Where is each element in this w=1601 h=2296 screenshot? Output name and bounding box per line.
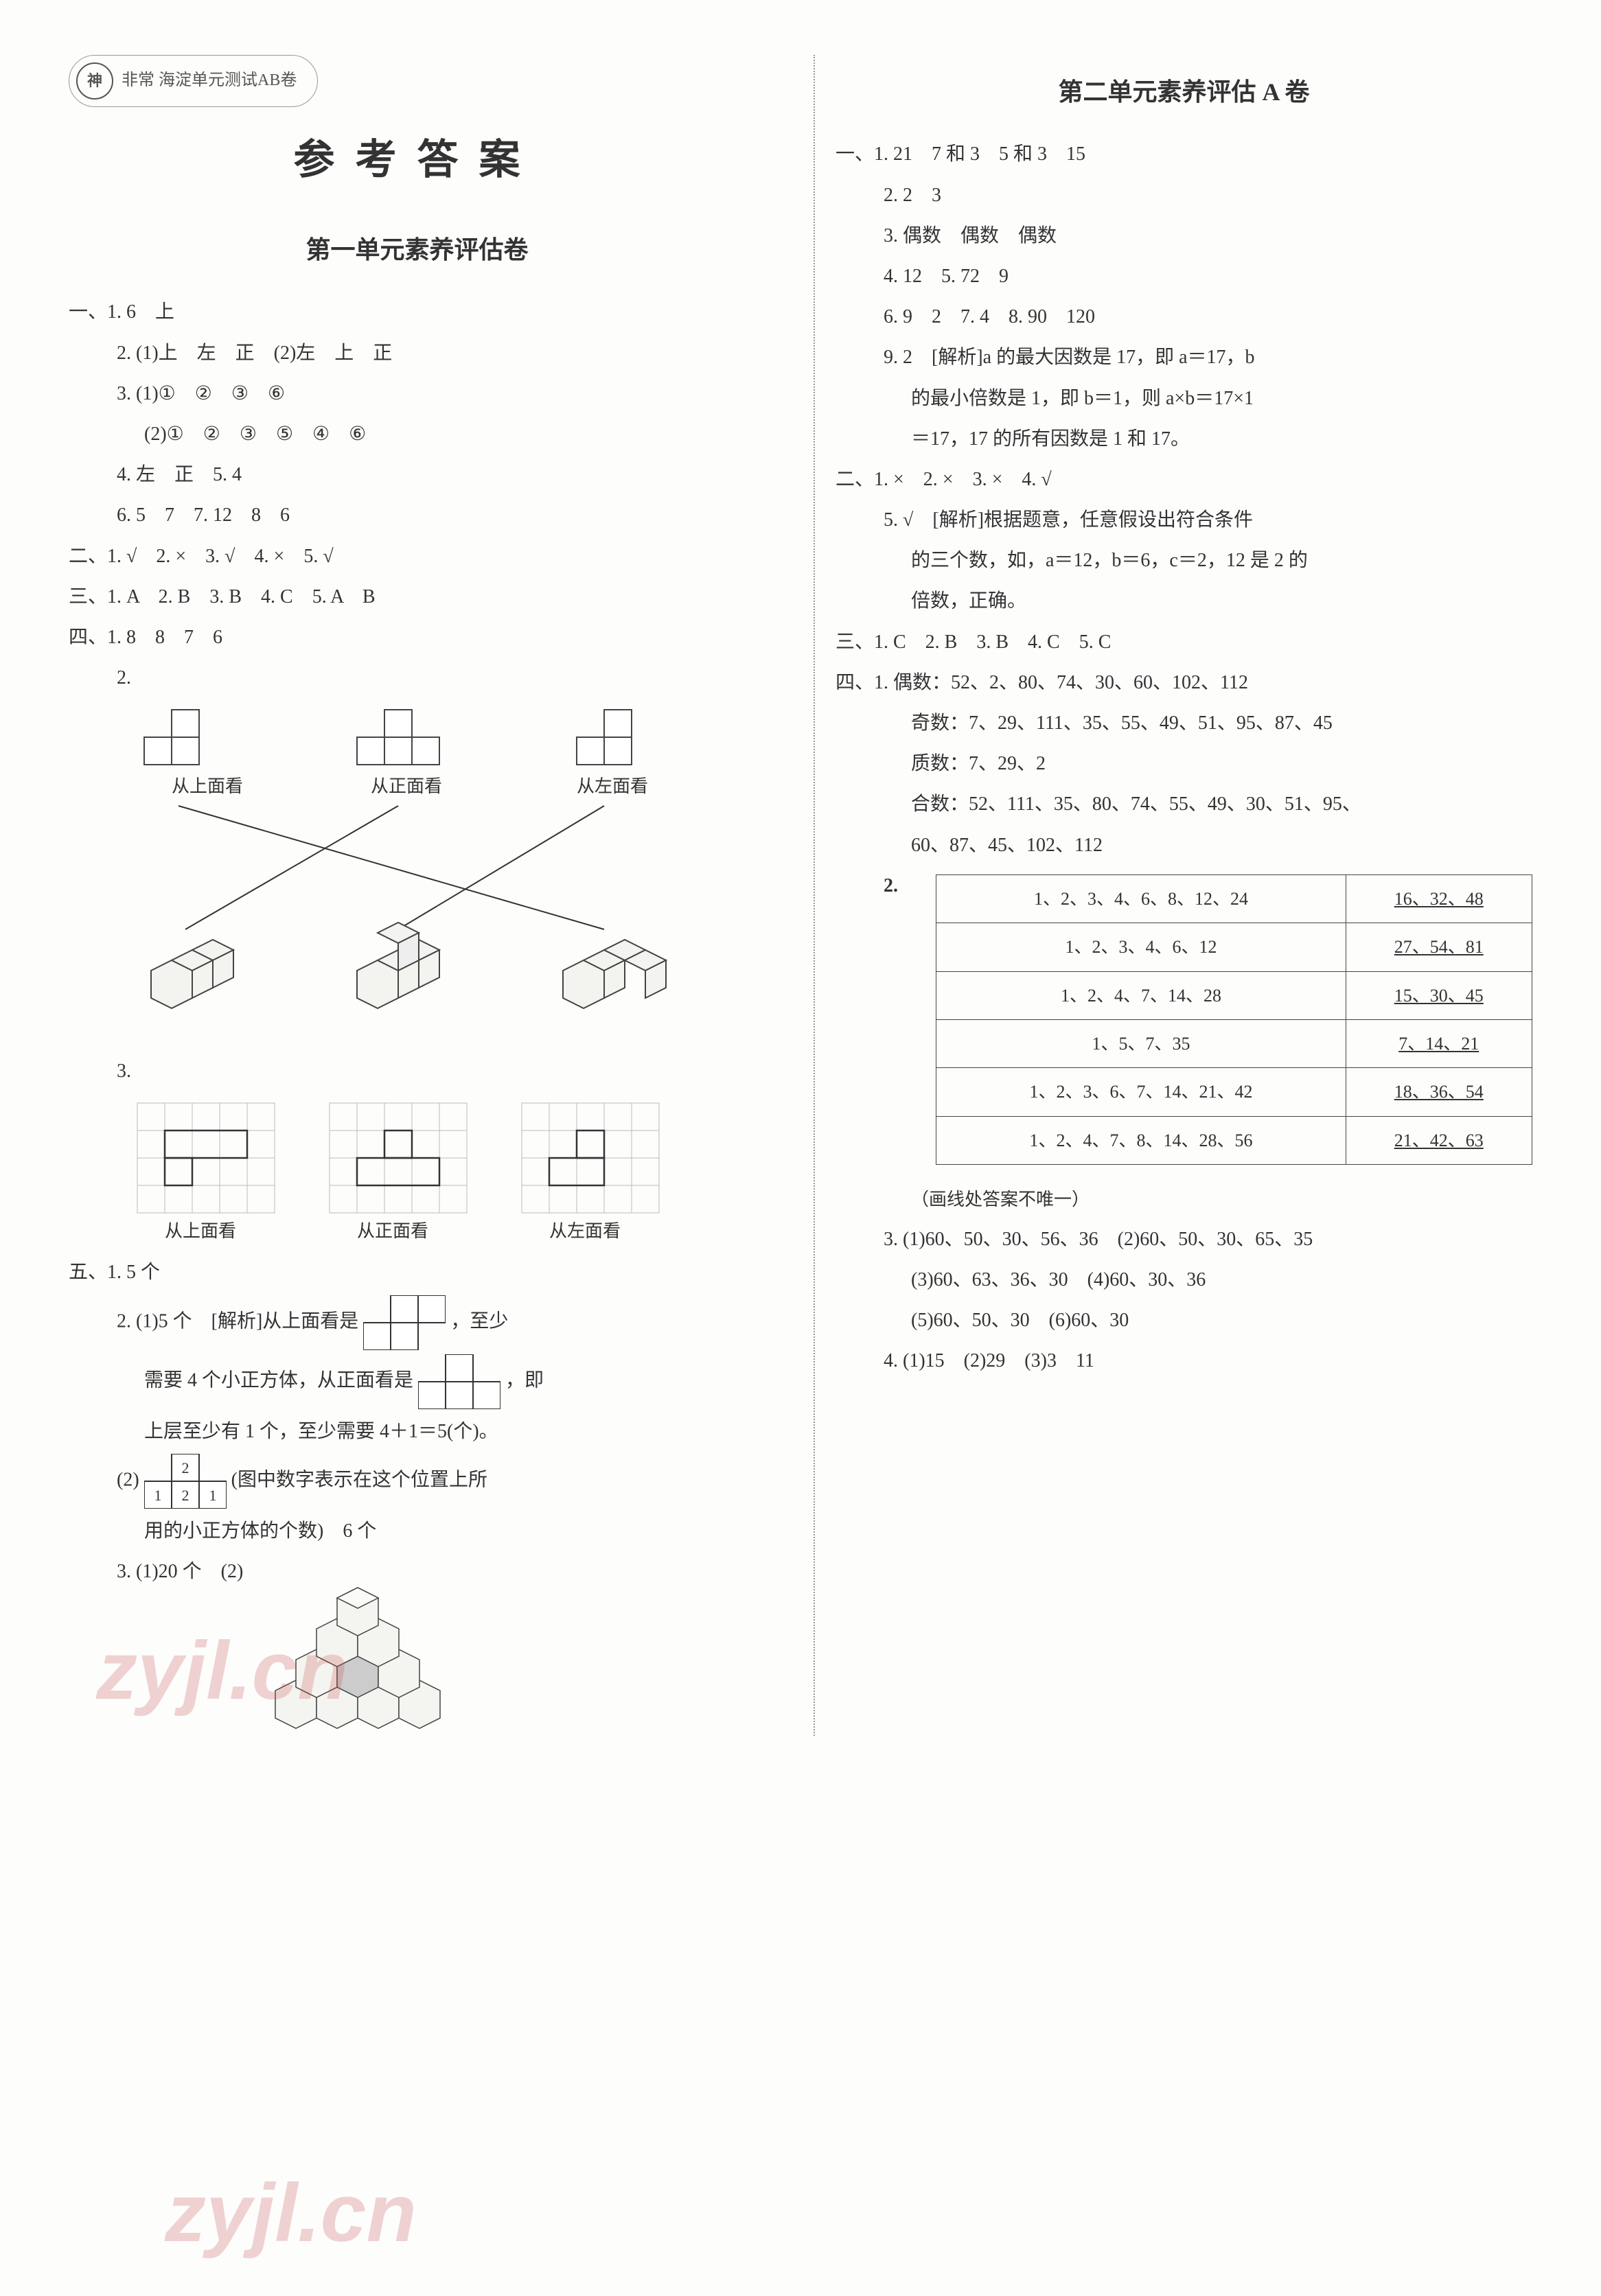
u2-s4-l2: 奇数：7、29、111、35、55、49、51、95、87、45 xyxy=(836,705,1532,741)
series-badge: 神 非常 海淀单元测试AB卷 xyxy=(69,55,318,107)
u1-s4-l2: 2. xyxy=(69,660,765,696)
svg-text:1: 1 xyxy=(154,1487,161,1504)
svg-text:2: 2 xyxy=(181,1487,189,1504)
u1-s5-l2c: 需要 4 个小正方体，从正面看是 xyxy=(144,1369,413,1391)
u2-s3: 三、1. C 2. B 3. B 4. C 5. C xyxy=(836,624,1532,660)
u1-s2: 二、1. √ 2. × 3. √ 4. × 5. √ xyxy=(69,538,765,575)
inline-shape-2 xyxy=(418,1354,500,1409)
u1-s1-l4: (2)① ② ③ ⑤ ④ ⑥ xyxy=(69,416,765,452)
u1-s3: 三、1. A 2. B 3. B 4. C 5. A B xyxy=(69,579,765,615)
u1-s5-l2b: ，至少 xyxy=(450,1310,508,1332)
u1-s1-l3: 3. (1)① ② ③ ⑥ xyxy=(69,375,765,412)
table-cell: 18、36、54 xyxy=(1346,1068,1532,1116)
svg-text:从左面看: 从左面看 xyxy=(549,1221,621,1241)
table-cell: 7、14、21 xyxy=(1346,1019,1532,1067)
u1-s1-l6: 6. 5 7 7. 12 8 6 xyxy=(69,497,765,533)
u2-s4-l3a: 3. (1)60、50、30、56、36 (2)60、50、30、65、35 xyxy=(836,1221,1532,1257)
u1-s5-l2e: 上层至少有 1 个，至少需要 4＋1＝5(个)。 xyxy=(69,1413,765,1450)
u1-s5-l4: 3. (1)20 个 (2) xyxy=(69,1553,765,1732)
u2-s4-l3c: (5)60、50、30 (6)60、30 xyxy=(836,1302,1532,1338)
u1-s5-l1: 五、1. 5 个 xyxy=(69,1254,765,1290)
inline-number-grid: 2 1 2 1 xyxy=(144,1454,227,1509)
u1-s5-l3c: 用的小正方体的个数) 6 个 xyxy=(69,1513,765,1549)
svg-text:2: 2 xyxy=(181,1459,189,1476)
u1-s4-l3: 3. xyxy=(69,1053,765,1089)
cap-top3: 从左面看 xyxy=(577,776,648,796)
u2-s4-l3: 质数：7、29、2 xyxy=(836,745,1532,782)
u2-s1-l4: 4. 12 5. 72 9 xyxy=(836,258,1532,294)
u2-s2-l2a: 5. √ [解析]根据题意，任意假设出符合条件 xyxy=(836,502,1532,538)
u2-s1-l1: 一、1. 21 7 和 3 5 和 3 15 xyxy=(836,136,1532,172)
u2-s4-t2-label: 2. xyxy=(836,868,908,904)
table-cell: 1、5、7、35 xyxy=(936,1019,1346,1067)
inline-shape-1 xyxy=(363,1295,446,1350)
u1-s5-l2: 2. (1)5 个 [解析]从上面看是 ，至少 xyxy=(69,1295,765,1350)
table-cell: 1、2、3、4、6、12 xyxy=(936,923,1346,971)
u1-s5-l4a: 3. (1)20 个 (2) xyxy=(117,1561,243,1582)
cap-top1: 从上面看 xyxy=(172,776,243,796)
u1-s4-l1: 四、1. 8 8 7 6 xyxy=(69,619,765,656)
u2-s2-l2c: 倍数，正确。 xyxy=(836,583,1532,619)
unit1-title: 第一单元素养评估卷 xyxy=(69,227,765,273)
u2-s1-l6b: 的最小倍数是 1，即 b＝1，则 a×b＝17×1 xyxy=(836,380,1532,417)
u2-s4-l5: 60、87、45、102、112 xyxy=(836,827,1532,863)
cap-top2: 从正面看 xyxy=(371,776,442,796)
table-cell: 1、2、4、7、14、28 xyxy=(936,971,1346,1019)
u2-s2-l2b: 的三个数，如，a＝12，b＝6，c＝2，12 是 2 的 xyxy=(836,542,1532,579)
u2-s1-l5: 6. 9 2 7. 4 8. 90 120 xyxy=(836,299,1532,335)
table-cell: 1、2、3、6、7、14、21、42 xyxy=(936,1068,1346,1116)
watermark-2: zyjl.cn xyxy=(165,2135,417,2291)
u2-s1-l3: 3. 偶数 偶数 偶数 xyxy=(836,218,1532,254)
u1-q4-3-diagram: 从上面看 从正面看 从左面看 xyxy=(110,1096,714,1247)
unit2-title: 第二单元素养评估 A 卷 xyxy=(836,69,1532,115)
table-cell: 1、2、4、7、8、14、28、56 xyxy=(936,1116,1346,1164)
u1-s5-l3b: (图中数字表示在这个位置上所 xyxy=(231,1469,487,1490)
u1-s1-l5: 4. 左 正 5. 4 xyxy=(69,456,765,493)
svg-text:从上面看: 从上面看 xyxy=(165,1221,236,1241)
u1-s5-l3a: (2) xyxy=(117,1469,139,1490)
u1-s1-l2: 2. (1)上 左 正 (2)左 上 正 xyxy=(69,335,765,371)
u2-s4-l3b: (3)60、63、36、30 (4)60、30、36 xyxy=(836,1262,1532,1298)
u1-s1-l1: 一、1. 6 上 xyxy=(69,294,765,330)
u2-s4-l4: 合数：52、111、35、80、74、55、49、30、51、95、 xyxy=(836,786,1532,822)
cube-pyramid-icon xyxy=(262,1553,454,1732)
u2-s2-l1: 二、1. × 2. × 3. × 4. √ xyxy=(836,461,1532,498)
u1-q4-2-diagram: 从上面看 从正面看 从左面看 xyxy=(110,703,714,1046)
table-cell: 27、54、81 xyxy=(1346,923,1532,971)
u2-s4-note: （画线处答案不唯一） xyxy=(836,1183,1532,1216)
u1-s5-l3: (2) 2 1 2 1 (图中数字表示在这个位置上所 xyxy=(69,1454,765,1509)
table-cell: 15、30、45 xyxy=(1346,971,1532,1019)
table-cell: 1、2、3、4、6、8、12、24 xyxy=(936,874,1346,923)
u1-s5-l2a: 2. (1)5 个 [解析]从上面看是 xyxy=(117,1310,358,1332)
u2-s4-l4a: 4. (1)15 (2)29 (3)3 11 xyxy=(836,1343,1532,1379)
u2-s1-l6a: 9. 2 [解析]a 的最大因数是 17，即 a＝17，b xyxy=(836,339,1532,375)
u2-s4-l1: 四、1. 偶数：52、2、80、74、30、60、102、112 xyxy=(836,664,1532,701)
u2-s1-l2: 2. 2 3 xyxy=(836,177,1532,213)
svg-text:从正面看: 从正面看 xyxy=(357,1221,428,1241)
u1-s5-l2d: ，即 xyxy=(505,1369,544,1391)
badge-logo: 神 xyxy=(76,62,113,100)
badge-text: 非常 海淀单元测试AB卷 xyxy=(122,65,297,97)
table-cell: 21、42、63 xyxy=(1346,1116,1532,1164)
u2-factor-table: 1、2、3、4、6、8、12、2416、32、481、2、3、4、6、1227、… xyxy=(936,874,1532,1165)
main-title: 参考答案 xyxy=(69,121,765,199)
table-cell: 16、32、48 xyxy=(1346,874,1532,923)
u1-s5-l2-row2: 需要 4 个小正方体，从正面看是 ，即 xyxy=(69,1354,765,1409)
svg-text:1: 1 xyxy=(209,1487,216,1504)
u2-s1-l6c: ＝17，17 的所有因数是 1 和 17。 xyxy=(836,421,1532,457)
